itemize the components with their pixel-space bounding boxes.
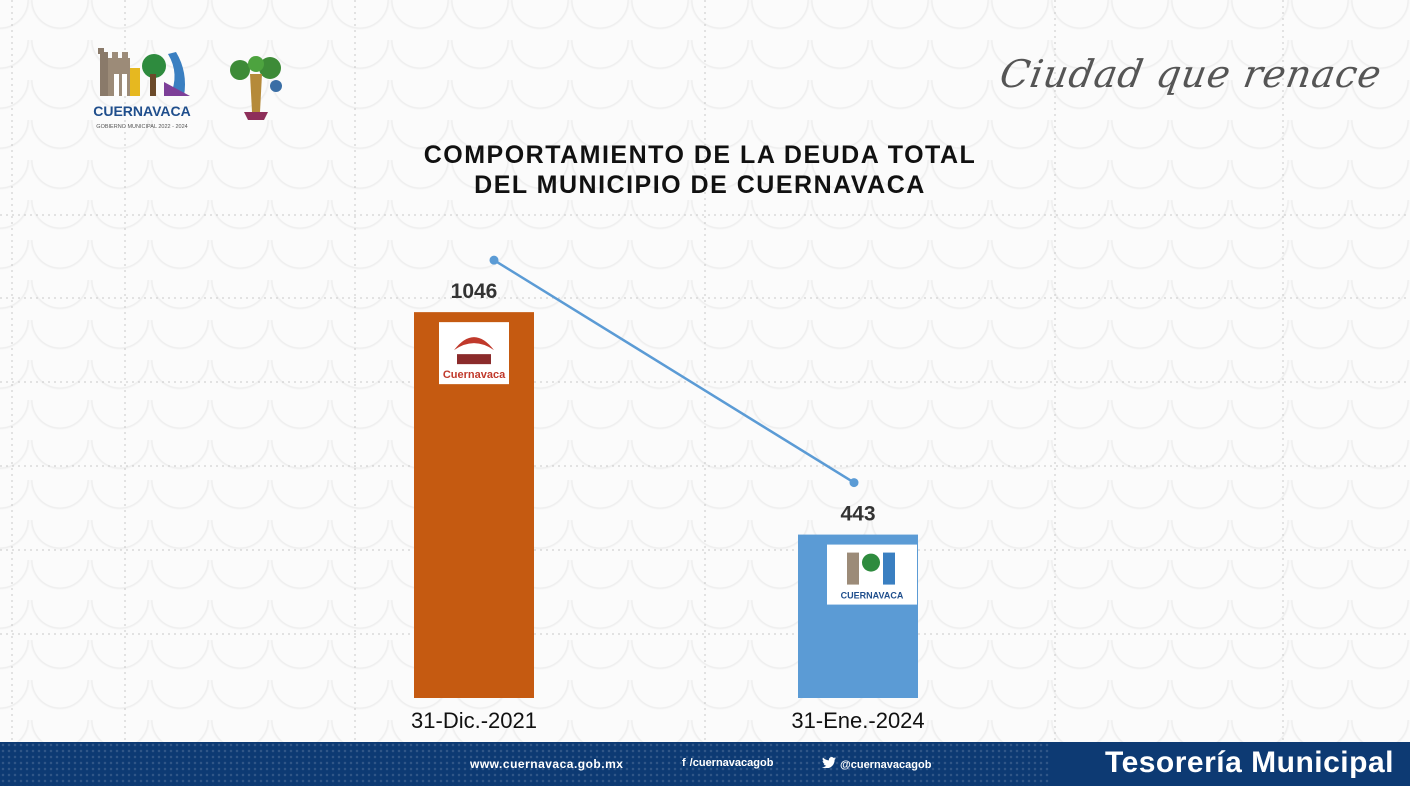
tree-logo-icon: [862, 553, 880, 572]
svg-text:GOBIERNO MUNICIPAL 2022 - 2024: GOBIERNO MUNICIPAL 2022 - 2024: [96, 124, 187, 130]
castle-logo-icon: [847, 552, 859, 585]
chart-title: COMPORTAMIENTO DE LA DEUDA TOTAL DEL MUN…: [300, 140, 1100, 200]
twitter-handle: @cuernavacagob: [840, 759, 932, 771]
trend-point-0: [489, 255, 499, 265]
facebook-handle: /cuernavacagob: [689, 757, 774, 769]
category-label-0: 31-Dic.-2021: [411, 708, 537, 733]
facebook-link[interactable]: f/cuernavacagob: [682, 757, 773, 769]
debt-bar-chart: Cuernavaca 1046 31-Dic.-2021 CUERNAVACA 443 3…: [411, 255, 925, 733]
department-name: Tesorería Municipal: [1104, 746, 1394, 779]
footer-pattern: [0, 742, 1050, 786]
svg-text:CUERNAVACA: CUERNAVACA: [93, 103, 190, 119]
bar-logo-badge-0: [439, 322, 509, 385]
category-label-1: 31-Ene.-2024: [791, 708, 924, 733]
bar-logo-text-0: Cuernavaca: [443, 369, 506, 381]
footer-bar: www.cuernavaca.gob.mx f/cuernavacagob @c…: [0, 742, 1410, 786]
background-pattern: [0, 0, 1410, 742]
fret-logo-icon: [457, 354, 491, 365]
chart-title-line1: COMPORTAMIENTO DE LA DEUDA TOTAL: [423, 141, 977, 169]
value-label-1: 443: [840, 503, 875, 526]
chart-title-line2: DEL MUNICIPIO DE CUERNAVACA: [474, 171, 926, 199]
cuernavaca-logo: CUERNAVACA GOBIERNO MUNICIPAL 2022 - 202…: [93, 48, 191, 130]
twitter-link[interactable]: @cuernavacagob: [822, 757, 931, 771]
website-link[interactable]: www.cuernavaca.gob.mx: [470, 757, 624, 771]
flower-logo-icon: [454, 337, 494, 351]
water-logo-icon: [883, 552, 895, 585]
trend-line: [493, 259, 855, 484]
facebook-icon: f: [682, 757, 686, 769]
value-label-0: 1046: [451, 280, 498, 303]
bar-logo-text-1: CUERNAVACA: [841, 591, 904, 601]
twitter-icon: [822, 757, 836, 768]
tree-emblem-icon: [230, 56, 282, 120]
trend-point-1: [849, 478, 859, 488]
dotted-gridlines: [0, 0, 1410, 742]
